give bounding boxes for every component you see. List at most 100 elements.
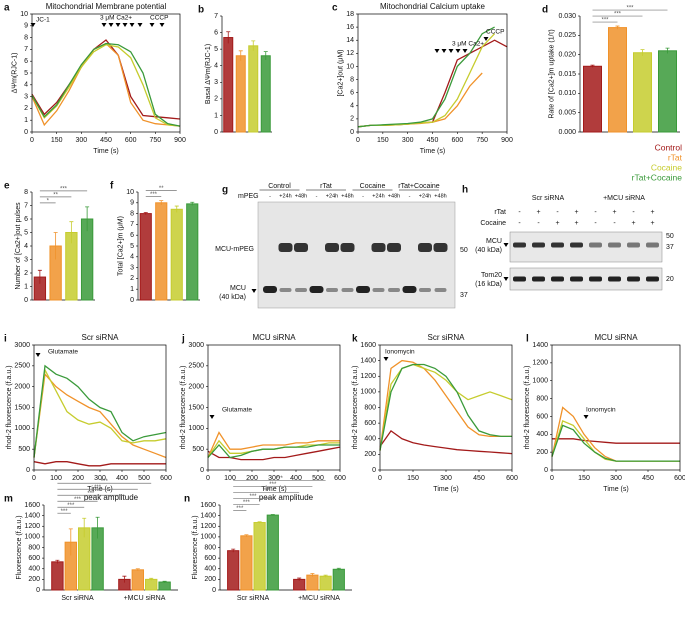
bar xyxy=(253,522,266,591)
y-tick-label: 1 xyxy=(130,286,134,293)
y-tick-label: 2 xyxy=(130,275,134,282)
y-tick-label: 8 xyxy=(24,34,28,41)
lane-label: - xyxy=(594,220,597,227)
group-label: rTat xyxy=(320,183,332,190)
y-tick-label: 8 xyxy=(24,189,28,196)
annotation: 3 μM Ca2+ xyxy=(100,15,132,22)
y-tick-label: 4 xyxy=(214,63,218,70)
y-tick-label: 8 xyxy=(130,210,134,217)
blot-band xyxy=(434,288,447,292)
error-bar xyxy=(85,206,90,232)
plot-frame xyxy=(357,13,508,133)
significance-label: *** xyxy=(60,186,68,192)
error-bar xyxy=(590,64,595,68)
y-tick-label: 1200 xyxy=(24,523,40,530)
y-tick-label: 3 xyxy=(24,256,28,263)
error-bar xyxy=(297,577,302,581)
y-tick-label: 400 xyxy=(364,436,376,443)
bar xyxy=(155,202,168,301)
blot-band xyxy=(646,242,659,248)
lane-label: - xyxy=(556,209,559,216)
arrow-marker xyxy=(383,357,389,361)
bar xyxy=(170,208,183,301)
bar xyxy=(319,575,332,591)
lane-label: +48h xyxy=(295,193,307,199)
row-label: rTat xyxy=(494,209,506,216)
y-tick-label: 1600 xyxy=(360,342,376,349)
y-axis-label: Total [Ca2+]m (μM) xyxy=(117,216,124,276)
y-tick-label: 2 xyxy=(350,116,354,123)
blot-band xyxy=(263,286,277,293)
y-tick-label: 1 xyxy=(214,112,218,119)
y-tick-label: 800 xyxy=(364,404,376,411)
significance-label: *** xyxy=(263,488,271,494)
x-tick-label: 0 xyxy=(30,137,34,144)
arrow-marker xyxy=(434,49,440,53)
blot-band xyxy=(646,276,659,282)
significance-label: *** xyxy=(276,476,284,482)
arrow-marker xyxy=(159,23,165,27)
annotation: 3 μM Ca2+ xyxy=(452,41,484,48)
series-line xyxy=(33,461,166,467)
panel-letter: n xyxy=(184,494,190,505)
error-bar xyxy=(82,517,87,538)
y-tick-label: 800 xyxy=(204,544,216,551)
y-tick-label: 7 xyxy=(214,13,218,20)
lane-label: - xyxy=(518,220,521,227)
panel-letter: h xyxy=(462,185,468,196)
y-tick-label: 200 xyxy=(204,576,216,583)
y-axis-label: rhod-2 fluorescence (f.a.u.) xyxy=(524,365,531,449)
series-line xyxy=(357,26,495,128)
y-tick-label: 0 xyxy=(24,129,28,136)
y-tick-label: 6 xyxy=(24,216,28,223)
x-tick-label: 400 xyxy=(116,475,128,482)
bar xyxy=(306,574,319,591)
significance-label: *** xyxy=(94,485,102,491)
lane-label: +48h xyxy=(341,193,353,199)
y-tick-label: 400 xyxy=(204,566,216,573)
error-bar xyxy=(323,574,328,578)
panel-letter: l xyxy=(526,334,529,345)
x-tick-label: 450 xyxy=(473,475,485,482)
y-tick-label: 6 xyxy=(130,232,134,239)
y-tick-label: 2000 xyxy=(188,384,204,391)
lane-label: + xyxy=(631,220,635,227)
y-tick-label: 9 xyxy=(24,23,28,30)
group-label: Cocaine xyxy=(360,183,386,190)
blot-band xyxy=(513,242,526,248)
x-axis-label: Time (s) xyxy=(261,486,286,493)
x-tick-label: 600 xyxy=(125,137,137,144)
x-tick-label: 150 xyxy=(407,475,419,482)
x-tick-label: Scr siRNA xyxy=(237,595,270,602)
y-tick-label: 500 xyxy=(18,446,30,453)
plot-frame xyxy=(207,344,341,471)
lane-label: +48h xyxy=(388,193,400,199)
y-tick-label: 3000 xyxy=(14,342,30,349)
error-bar xyxy=(244,534,249,537)
error-bar xyxy=(159,200,164,205)
bar xyxy=(608,27,627,133)
y-tick-label: 0 xyxy=(214,129,218,136)
x-axis-label: Time (s) xyxy=(433,486,458,493)
bar xyxy=(235,55,246,133)
y-tick-label: 3 xyxy=(214,79,218,86)
panel-letter: c xyxy=(332,3,338,14)
y-tick-label: 2 xyxy=(24,105,28,112)
mw-marker: 37 xyxy=(666,244,674,251)
significance-label: *** xyxy=(150,192,158,198)
y-tick-label: 6 xyxy=(214,29,218,36)
y-tick-label: 500 xyxy=(192,446,204,453)
y-tick-label: 4 xyxy=(24,243,28,250)
y-tick-label: 2 xyxy=(214,96,218,103)
band-label: MCU xyxy=(486,238,502,245)
y-axis-label: Fluorescence (f.a.u.) xyxy=(192,515,199,579)
error-bar xyxy=(270,514,275,516)
panel-letter: f xyxy=(110,181,114,192)
lane-label: - xyxy=(409,193,411,199)
plot-frame xyxy=(33,344,167,471)
arrow-marker xyxy=(448,49,454,53)
error-bar xyxy=(69,221,74,244)
bar xyxy=(293,578,306,591)
y-tick-label: 0 xyxy=(372,467,376,474)
chart-title: Scr siRNA xyxy=(82,333,120,342)
